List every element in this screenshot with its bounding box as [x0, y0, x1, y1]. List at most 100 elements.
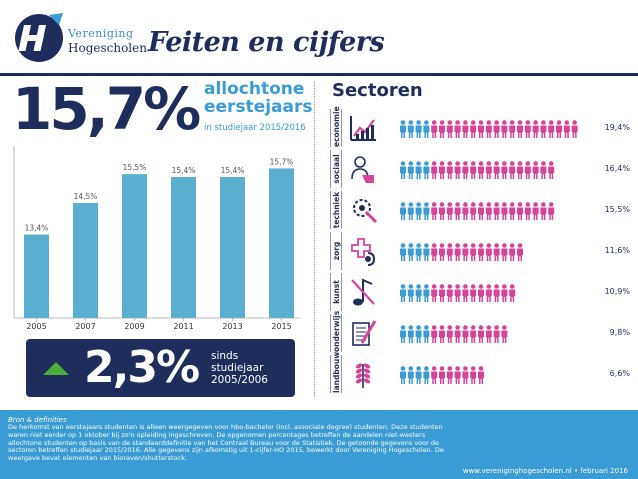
logo-text: Vereniging Hogescholen — [68, 27, 147, 55]
person-icon-pink — [439, 325, 445, 343]
person-icon-pink — [454, 366, 461, 384]
person-icon-blue — [407, 120, 414, 138]
person-icon-pink — [493, 243, 500, 261]
person-icon-blue — [407, 202, 414, 220]
person-icon-pink — [517, 202, 523, 220]
person-icon-pink — [509, 202, 516, 220]
sector-label: zorg — [332, 241, 341, 261]
sector-label: kunst — [332, 280, 341, 304]
person-icon-pink — [493, 161, 500, 179]
bar-2011 — [171, 177, 196, 318]
person-icon-pink — [485, 202, 492, 220]
person-icon-blue — [407, 325, 414, 343]
person-icon-pink — [532, 120, 539, 138]
person-icon-pink — [493, 120, 500, 138]
person-icon-pink — [470, 325, 477, 343]
person-icon-pink — [478, 243, 484, 261]
person-icon-blue — [407, 366, 414, 384]
person-icon-pink — [446, 284, 453, 302]
sector-row-sociaal: sociaal 16,4% — [330, 149, 630, 189]
person-icon-pink — [462, 243, 469, 261]
sector-label: techniek — [332, 191, 341, 229]
person-icon-blue — [400, 120, 406, 138]
header: Vereniging Hogescholen Feiten en cijfers — [0, 0, 638, 74]
person-icon-pink — [446, 243, 453, 261]
person-icon-pink — [478, 120, 484, 138]
person-icon-blue — [423, 325, 430, 343]
person-icon-pink — [478, 202, 484, 220]
person-icon-pink — [556, 120, 562, 138]
person-icon-pink — [509, 284, 516, 302]
person-icon-pink — [462, 120, 469, 138]
sector-label: landbouw — [332, 351, 341, 393]
person-icon-blue — [400, 243, 406, 261]
bar-2005 — [24, 234, 49, 318]
person-icon-blue — [400, 202, 406, 220]
person-icon-pink — [454, 161, 461, 179]
person-icon-pink — [454, 120, 461, 138]
footer-url: www.vereniginghogescholen.nl • februari … — [462, 467, 628, 475]
person-icon-pink — [439, 202, 445, 220]
person-icon-pink — [485, 161, 492, 179]
person-icon-pink — [563, 120, 570, 138]
person-icon-blue — [400, 161, 406, 179]
person-icon-pink — [454, 325, 461, 343]
people-hand-icon — [351, 156, 374, 183]
footer-heading: Bron & definities — [8, 416, 67, 424]
person-icon-blue — [400, 284, 406, 302]
footer-text: De herkomst van eerstejaars studenten is… — [8, 423, 444, 463]
person-icon-pink — [501, 284, 508, 302]
person-icon-pink — [478, 284, 484, 302]
person-icon-pink — [485, 120, 492, 138]
sector-row-economie: economie 19,4% — [330, 106, 630, 148]
person-icon-pink — [446, 161, 453, 179]
sector-label-box: kunst — [330, 273, 342, 311]
person-icon-pink — [485, 325, 492, 343]
logo-line1: Vereniging — [68, 27, 134, 40]
person-icon-pink — [446, 202, 453, 220]
sector-label-box: techniek — [330, 191, 342, 229]
person-icon-pink — [524, 161, 531, 179]
x-tick-label-2015: 2015 — [271, 322, 291, 331]
person-icon-pink — [517, 120, 523, 138]
bar-2007 — [73, 202, 98, 318]
person-icon-pink — [501, 161, 508, 179]
person-icon-blue — [415, 366, 422, 384]
person-icon-pink — [548, 120, 555, 138]
person-icon-pink — [532, 202, 539, 220]
person-icon-pink — [431, 161, 438, 179]
person-icon-blue — [423, 161, 430, 179]
person-icon-pink — [478, 366, 484, 384]
person-icon-pink — [454, 284, 461, 302]
person-icon-pink — [470, 161, 477, 179]
person-icon-pink — [540, 161, 547, 179]
person-icon-pink — [470, 243, 477, 261]
person-icon-blue — [415, 202, 422, 220]
sector-percentage: 19,4% — [604, 123, 630, 132]
music-note-icon — [351, 278, 375, 306]
sector-percentage: 15,5% — [604, 205, 630, 214]
up-arrow-icon — [43, 362, 69, 375]
section-divider — [314, 82, 315, 397]
medical-icon — [351, 238, 376, 266]
person-icon-blue — [407, 284, 414, 302]
sector-label: economie — [332, 106, 341, 147]
change-label-line1: sinds — [211, 350, 239, 362]
person-icon-pink — [470, 284, 477, 302]
person-icon-pink — [439, 284, 445, 302]
person-icon-pink — [548, 161, 555, 179]
person-icon-pink — [462, 161, 469, 179]
person-icon-pink — [431, 325, 438, 343]
person-icon-pink — [501, 120, 508, 138]
person-icon-pink — [439, 366, 445, 384]
person-icon-pink — [517, 243, 523, 261]
person-icon-pink — [509, 120, 516, 138]
x-tick-label-2009: 2009 — [124, 322, 144, 331]
person-icon-pink — [446, 325, 453, 343]
data-label-2013: 15,4% — [221, 166, 245, 175]
person-icon-blue — [423, 202, 430, 220]
person-icon-pink — [462, 366, 469, 384]
people-pictogram — [400, 243, 523, 261]
x-tick-label-2005: 2005 — [26, 322, 46, 331]
footer: Bron & definities De herkomst van eerste… — [0, 410, 638, 479]
